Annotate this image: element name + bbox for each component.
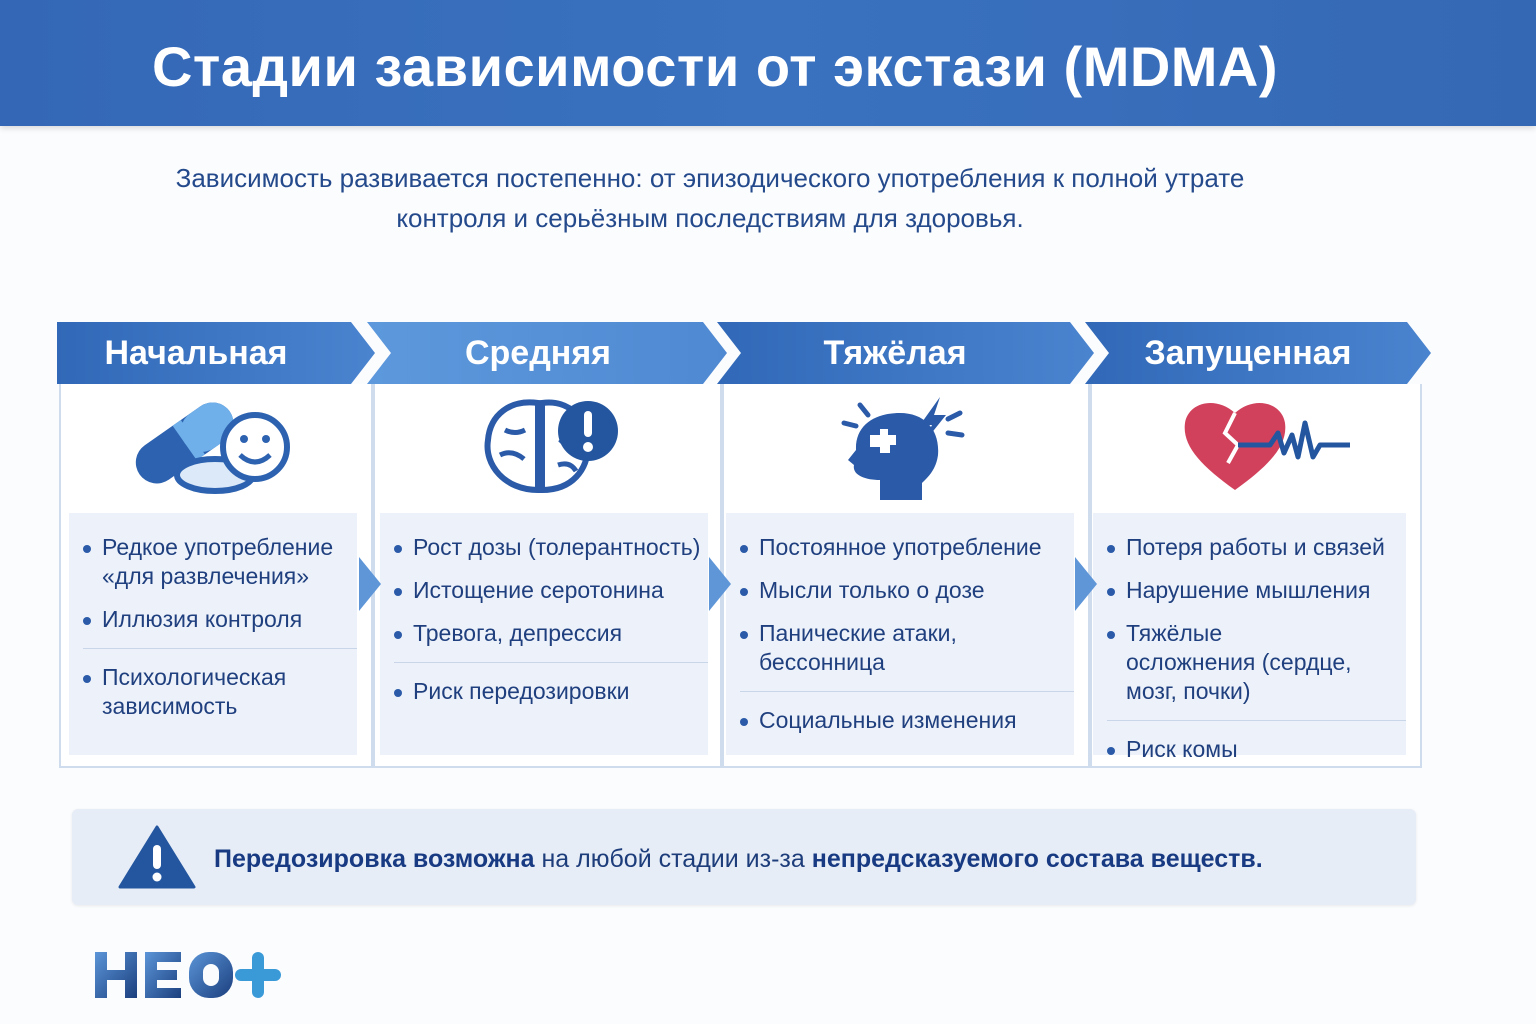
list-item: Тревога, депрессия [394, 619, 708, 648]
arrow-right-icon [359, 557, 381, 611]
list-item: Иллюзия контроля [83, 605, 357, 634]
list-item: Риск комы [1107, 720, 1406, 764]
warning-plain: на любой стадии из-за [534, 845, 812, 873]
logo [95, 950, 285, 1005]
header-band: Стадии зависимости от экстази (MDMA) [0, 0, 1536, 126]
list-item: Истощение серотонина [394, 576, 708, 605]
banner-advanced [1085, 322, 1431, 384]
pills-smiley-icon [130, 395, 300, 505]
stage-list-advanced: Потеря работы и связей Нарушение мышлени… [1093, 513, 1406, 762]
warning-bold: непредсказуемого состава веществ. [811, 845, 1263, 873]
arrow-right-icon [1075, 557, 1097, 611]
list-item: Тяжёлые осложнения (сердце, мозг, почки) [1107, 619, 1357, 706]
warning-triangle-icon [118, 825, 196, 889]
subtitle-line: Зависимость развивается постепенно: от э… [175, 163, 1245, 193]
brain-warning-icon [480, 395, 625, 505]
stage-label: Запущенная [1144, 333, 1352, 372]
list-item: Потеря работы и связей [1107, 533, 1406, 562]
list-item: Мысли только о дозе [740, 576, 1074, 605]
list-item: Редкое употребление «для развлечения» [83, 533, 357, 591]
list-item: Нарушение мышления [1107, 576, 1406, 605]
stage-label: Начальная [104, 333, 288, 372]
list-item: Постоянное употребление [740, 533, 1074, 562]
list-item: Социальные изменения [740, 691, 1074, 735]
subtitle-line: контроля и серьёзным последствиям для зд… [396, 203, 1024, 233]
warning-text: Передозировка возможна на любой стадии и… [214, 845, 1263, 874]
stage-label: Средняя [464, 333, 612, 372]
list-item: Риск передозировки [394, 662, 708, 706]
stage-list-middle: Рост дозы (толерантность) Истощение серо… [380, 513, 708, 755]
list-item: Рост дозы (толерантность) [394, 533, 708, 562]
stage-list-severe: Постоянное употребление Мысли только о д… [726, 513, 1074, 755]
warning-bold: Передозировка возможна [214, 845, 535, 873]
banner-severe [717, 322, 1094, 384]
stage-label: Тяжёлая [823, 333, 967, 372]
list-item: Панические атаки, бессонница [740, 619, 970, 677]
stage-banners [57, 322, 1431, 384]
warning-banner: Передозировка возможна на любой стадии и… [72, 809, 1416, 905]
arrow-right-icon [709, 557, 731, 611]
list-item: Психологическая зависимость [83, 648, 357, 721]
banner-middle [367, 322, 727, 384]
stage-list-initial: Редкое употребление «для развлечения» Ил… [69, 513, 357, 755]
banner-initial [57, 322, 375, 384]
subtitle: Зависимость развивается постепенно: от э… [0, 158, 1420, 238]
broken-heart-pulse-icon [1180, 395, 1355, 505]
page-title: Стадии зависимости от экстази (MDMA) [151, 35, 1279, 98]
head-puzzle-lightning-icon [840, 395, 965, 505]
